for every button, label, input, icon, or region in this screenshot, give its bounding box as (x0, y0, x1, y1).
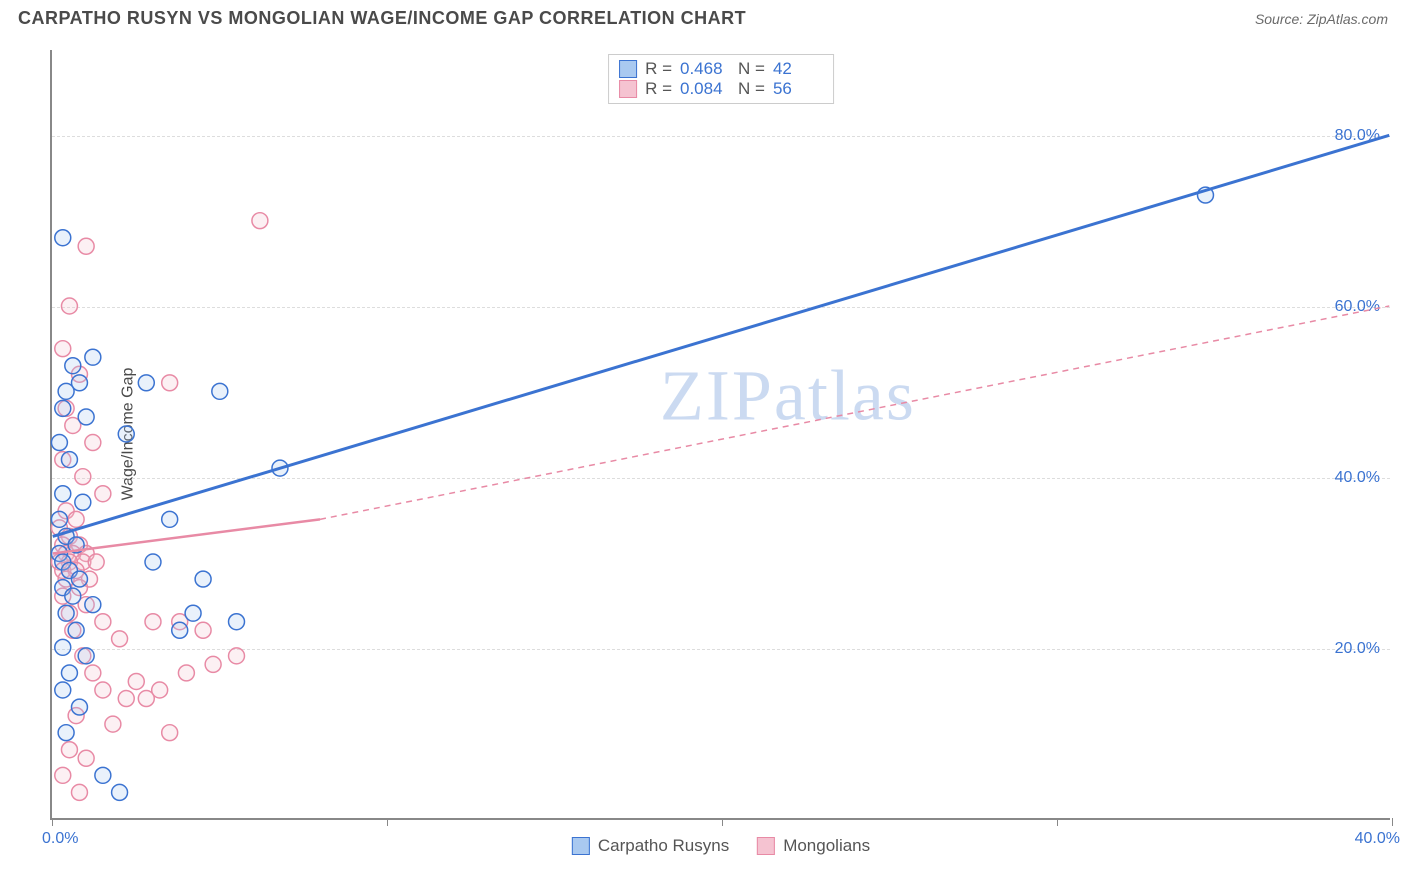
r-label: R = (645, 59, 672, 79)
chart-source: Source: ZipAtlas.com (1255, 11, 1388, 27)
legend-item-1: Mongolians (757, 836, 870, 856)
data-point (85, 349, 101, 365)
data-point (51, 511, 67, 527)
stats-row-series-1: R = 0.084 N = 56 (619, 79, 823, 99)
swatch-series-0 (619, 60, 637, 78)
xtick (722, 818, 723, 826)
r-value-1: 0.084 (680, 79, 730, 99)
legend-item-0: Carpatho Rusyns (572, 836, 729, 856)
data-point (61, 298, 77, 314)
data-point (75, 494, 91, 510)
correlation-stats-box: R = 0.468 N = 42 R = 0.084 N = 56 (608, 54, 834, 104)
data-point (172, 622, 188, 638)
xtick (1057, 818, 1058, 826)
data-point (78, 238, 94, 254)
xtick-label-min: 0.0% (42, 830, 78, 848)
data-point (105, 716, 121, 732)
data-point (205, 656, 221, 672)
data-point (185, 605, 201, 621)
xtick (1392, 818, 1393, 826)
data-point (145, 554, 161, 570)
data-point (229, 648, 245, 664)
scatter-svg (52, 50, 1390, 818)
n-value-0: 42 (773, 59, 823, 79)
data-point (118, 426, 134, 442)
data-point (162, 725, 178, 741)
data-point (229, 614, 245, 630)
data-point (162, 511, 178, 527)
n-label: N = (738, 79, 765, 99)
data-point (75, 469, 91, 485)
xtick (387, 818, 388, 826)
r-value-0: 0.468 (680, 59, 730, 79)
data-point (145, 614, 161, 630)
legend-label-1: Mongolians (783, 836, 870, 856)
data-point (95, 614, 111, 630)
data-point (71, 784, 87, 800)
data-point (252, 213, 268, 229)
data-point (55, 230, 71, 246)
data-point (138, 691, 154, 707)
data-point (118, 691, 134, 707)
xtick (52, 818, 53, 826)
chart-plot-area: Wage/Income Gap ZIPatlas 20.0%40.0%60.0%… (50, 50, 1390, 820)
chart-header: CARPATHO RUSYN VS MONGOLIAN WAGE/INCOME … (0, 0, 1406, 33)
data-point (68, 622, 84, 638)
data-point (162, 375, 178, 391)
data-point (58, 725, 74, 741)
data-point (78, 648, 94, 664)
data-point (112, 784, 128, 800)
data-point (55, 400, 71, 416)
stats-row-series-0: R = 0.468 N = 42 (619, 59, 823, 79)
data-point (85, 435, 101, 451)
data-point (178, 665, 194, 681)
data-point (58, 605, 74, 621)
data-point (138, 375, 154, 391)
data-point (68, 511, 84, 527)
data-point (61, 665, 77, 681)
data-point (55, 486, 71, 502)
xtick-label-max: 40.0% (1355, 830, 1400, 848)
data-point (65, 588, 81, 604)
data-point (71, 571, 87, 587)
data-point (112, 631, 128, 647)
data-point (95, 767, 111, 783)
data-point (88, 554, 104, 570)
legend-swatch-0 (572, 837, 590, 855)
data-point (95, 682, 111, 698)
legend-swatch-1 (757, 837, 775, 855)
bottom-legend: Carpatho Rusyns Mongolians (572, 836, 870, 856)
n-label: N = (738, 59, 765, 79)
data-point (55, 682, 71, 698)
data-point (85, 665, 101, 681)
data-point (78, 409, 94, 425)
legend-label-0: Carpatho Rusyns (598, 836, 729, 856)
data-point (55, 341, 71, 357)
data-point (195, 571, 211, 587)
data-point (61, 452, 77, 468)
data-point (65, 358, 81, 374)
data-point (78, 750, 94, 766)
data-point (55, 767, 71, 783)
data-point (195, 622, 211, 638)
data-point (55, 639, 71, 655)
swatch-series-1 (619, 80, 637, 98)
data-point (51, 435, 67, 451)
trend-line (53, 135, 1390, 536)
data-point (71, 699, 87, 715)
trend-line (320, 306, 1389, 519)
n-value-1: 56 (773, 79, 823, 99)
chart-title: CARPATHO RUSYN VS MONGOLIAN WAGE/INCOME … (18, 8, 746, 29)
data-point (212, 383, 228, 399)
data-point (71, 375, 87, 391)
data-point (85, 597, 101, 613)
data-point (95, 486, 111, 502)
r-label: R = (645, 79, 672, 99)
data-point (61, 742, 77, 758)
data-point (128, 673, 144, 689)
